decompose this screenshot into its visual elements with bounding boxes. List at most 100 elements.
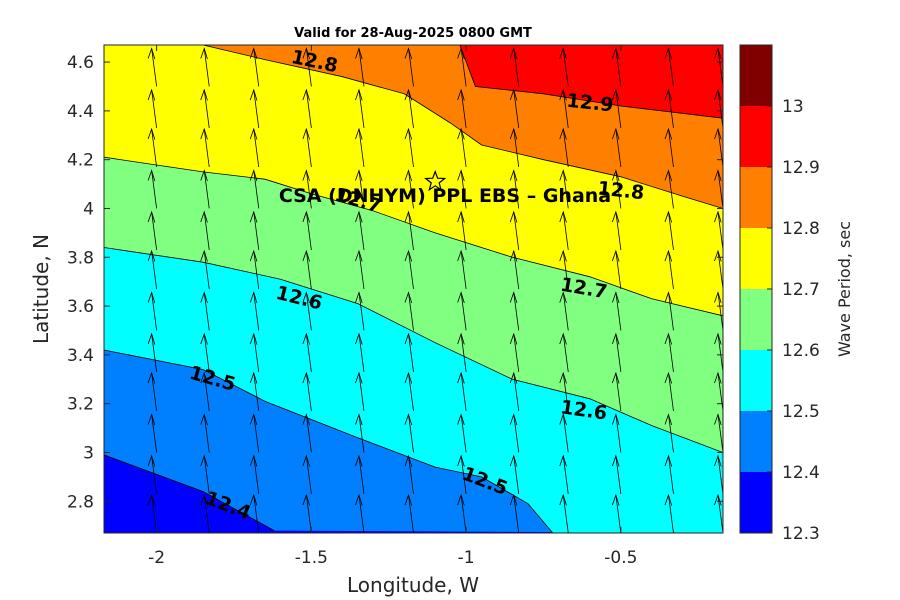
y-tick-label: 4.6 [67, 53, 94, 73]
direction-arrow [509, 169, 520, 209]
direction-arrow [200, 413, 210, 453]
arrow-shaft [408, 48, 414, 87]
arrow-head [664, 88, 673, 101]
direction-arrow [611, 454, 622, 495]
arrow-shaft [408, 494, 414, 533]
direction-arrow [104, 407, 105, 411]
direction-arrow [559, 169, 569, 209]
arrow-head [96, 7, 103, 18]
arrow-shaft [717, 48, 723, 87]
arrow-head [509, 169, 518, 182]
direction-arrow [404, 169, 414, 209]
arrow-head [664, 47, 673, 60]
direction-arrow [611, 291, 622, 331]
arrow-head [509, 47, 518, 60]
arrow-shaft [460, 250, 467, 290]
direction-arrow [147, 493, 158, 533]
arrow-shaft [408, 333, 414, 373]
arrow-shaft [668, 211, 674, 251]
arrow-head [302, 493, 310, 506]
colorbar-tick-label: 12.8 [782, 219, 820, 239]
arrow-head [200, 249, 208, 262]
arrow-head [302, 127, 310, 140]
direction-arrow [355, 332, 365, 373]
direction-arrow [611, 332, 622, 373]
direction-arrow [404, 454, 414, 495]
direction-arrow [147, 249, 158, 290]
arrow-shaft [673, 45, 674, 46]
direction-arrow [355, 127, 365, 168]
arrow-head [559, 169, 567, 182]
arrow-head [147, 210, 156, 223]
arrow-head [404, 413, 413, 426]
y-tick-label: 2.8 [67, 492, 94, 512]
arrow-shaft [151, 292, 158, 331]
direction-arrow [302, 291, 312, 331]
arrow-head [559, 371, 567, 384]
arrow-head [96, 129, 103, 140]
direction-arrow [714, 332, 723, 373]
direction-arrow [104, 449, 105, 453]
direction-arrow [96, 48, 105, 87]
arrow-head [404, 493, 413, 506]
contour-label: 12.9 [566, 90, 615, 117]
arrow-shaft [203, 250, 210, 290]
arrow-shaft [615, 494, 622, 533]
arrow-shaft [253, 333, 260, 373]
arrow-head [355, 493, 363, 506]
direction-arrow [404, 291, 414, 331]
direction-arrow [509, 371, 520, 412]
arrow-head [559, 127, 567, 140]
direction-arrow [714, 371, 723, 412]
arrow-shaft [253, 292, 260, 331]
direction-arrow [559, 127, 569, 168]
direction-arrow [200, 169, 210, 209]
direction-arrow [457, 249, 467, 290]
arrow-shaft [513, 455, 520, 495]
direction-arrow [509, 291, 520, 331]
direction-arrow [200, 249, 210, 290]
direction-arrow [302, 127, 312, 168]
arrow-shaft [717, 128, 723, 168]
arrow-shaft [562, 494, 569, 533]
arrow-shaft [615, 292, 622, 331]
arrow-head [200, 88, 208, 101]
arrow-shaft [358, 494, 365, 533]
direction-arrow [404, 210, 414, 251]
direction-arrow [559, 413, 569, 453]
direction-arrow [404, 413, 414, 453]
direction-arrow [457, 291, 467, 331]
arrow-head [302, 332, 310, 345]
arrow-head [509, 88, 518, 101]
arrow-shaft [513, 128, 520, 168]
direction-arrow [200, 127, 210, 168]
direction-arrow [714, 454, 723, 495]
y-tick-label: 3.2 [67, 395, 94, 415]
arrow-shaft [104, 490, 105, 494]
arrow-shaft [460, 48, 467, 87]
direction-arrow [249, 47, 260, 87]
direction-arrow [509, 127, 520, 168]
direction-arrow [664, 413, 674, 453]
y-axis-ticks: 2.8 3 3.2 3.4 3.6 3.8 4 4.2 4.4 4.6 [67, 53, 723, 512]
colorbar-tick-label: 12.5 [782, 402, 820, 422]
direction-arrow [664, 454, 674, 495]
arrow-shaft [668, 89, 674, 129]
arrow-shaft [151, 211, 158, 251]
direction-arrow [302, 47, 312, 87]
arrow-head [714, 454, 722, 467]
arrow-head [200, 332, 208, 345]
plot-frame [103, 44, 724, 534]
colorbar: 12.3 12.4 12.5 12.6 12.7 12.8 12.9 13 [739, 44, 820, 544]
arrow-head [355, 249, 363, 262]
arrow-shaft [104, 285, 105, 289]
arrow-head [559, 332, 567, 345]
arrow-head [96, 48, 103, 59]
arrow-shaft [203, 89, 210, 129]
contour-line [104, 454, 275, 531]
direction-arrow [559, 47, 569, 87]
direction-arrow [509, 88, 520, 129]
arrow-shaft [253, 170, 260, 209]
direction-arrow [457, 88, 467, 129]
arrow-shaft [668, 128, 674, 168]
